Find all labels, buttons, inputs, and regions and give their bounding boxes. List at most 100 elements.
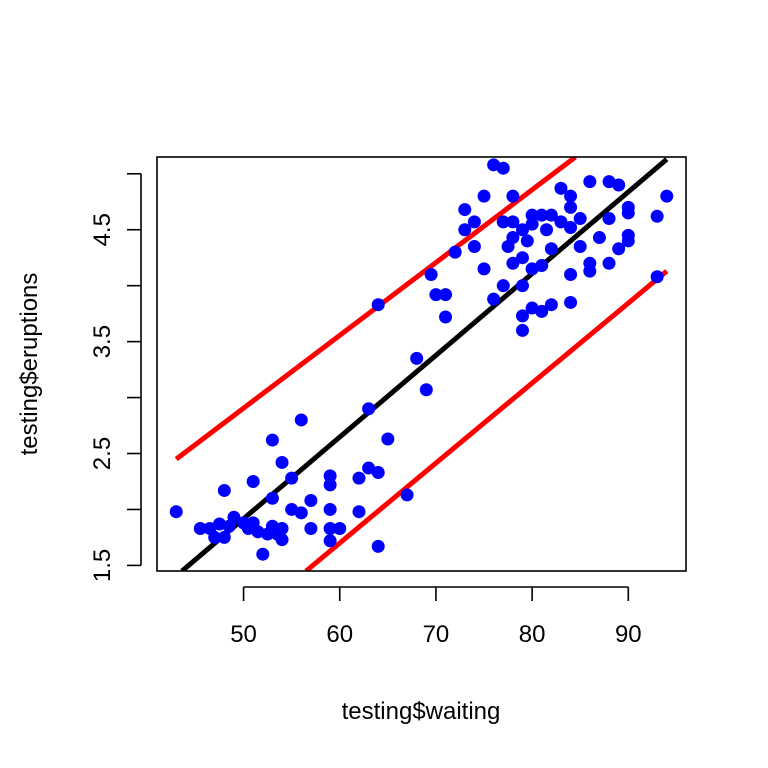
data-point bbox=[275, 533, 289, 547]
data-point bbox=[227, 510, 241, 524]
prediction-interval-lower-line bbox=[304, 269, 669, 571]
data-point bbox=[650, 209, 664, 223]
data-point bbox=[564, 267, 578, 281]
x-tick-label: 70 bbox=[423, 621, 450, 648]
data-point bbox=[169, 505, 183, 519]
data-point bbox=[477, 189, 491, 203]
data-point bbox=[323, 502, 337, 516]
data-point bbox=[515, 251, 529, 265]
data-point bbox=[362, 402, 376, 416]
y-tick-label: 2.5 bbox=[89, 437, 116, 470]
data-point bbox=[525, 208, 539, 222]
data-point bbox=[400, 488, 414, 502]
data-point bbox=[583, 264, 597, 278]
data-point bbox=[265, 491, 279, 505]
data-point bbox=[193, 521, 207, 535]
data-point bbox=[506, 256, 520, 270]
data-point bbox=[520, 234, 534, 248]
data-point bbox=[381, 432, 395, 446]
data-point bbox=[515, 279, 529, 293]
data-point bbox=[419, 383, 433, 397]
data-point bbox=[554, 181, 568, 195]
data-point bbox=[592, 231, 606, 245]
data-point bbox=[304, 521, 318, 535]
data-point bbox=[564, 189, 578, 203]
data-point bbox=[294, 506, 308, 520]
data-point bbox=[496, 215, 510, 229]
data-point bbox=[544, 208, 558, 222]
data-point bbox=[217, 530, 231, 544]
y-axis-label: testing$eruptions bbox=[16, 273, 43, 456]
data-point bbox=[429, 288, 443, 302]
data-point bbox=[564, 220, 578, 234]
data-point bbox=[448, 245, 462, 259]
data-point bbox=[323, 534, 337, 548]
data-point bbox=[660, 189, 674, 203]
y-axis: 1.5 2.5 3.5 4.5 bbox=[89, 172, 142, 582]
data-point bbox=[371, 466, 385, 480]
x-tick-label: 90 bbox=[615, 621, 642, 648]
data-point bbox=[352, 505, 366, 519]
data-point bbox=[371, 298, 385, 312]
data-point bbox=[621, 206, 635, 220]
data-point bbox=[515, 223, 529, 237]
data-point bbox=[506, 231, 520, 245]
data-point bbox=[602, 256, 616, 270]
data-point bbox=[410, 351, 424, 365]
data-point bbox=[256, 547, 270, 561]
y-tick-label: 3.5 bbox=[89, 325, 116, 358]
x-axis-label: testing$waiting bbox=[342, 698, 501, 725]
data-point bbox=[352, 471, 366, 485]
data-point bbox=[467, 215, 481, 229]
x-tick-label: 60 bbox=[326, 621, 353, 648]
data-point bbox=[275, 455, 289, 469]
data-point bbox=[323, 478, 337, 492]
data-point bbox=[294, 413, 308, 427]
data-point bbox=[496, 161, 510, 175]
data-point bbox=[554, 215, 568, 229]
data-point bbox=[525, 217, 539, 231]
data-point bbox=[540, 223, 554, 237]
data-point bbox=[573, 212, 587, 226]
data-point bbox=[439, 310, 453, 324]
data-point bbox=[535, 304, 549, 318]
data-point bbox=[621, 234, 635, 248]
data-point bbox=[564, 295, 578, 309]
x-tick-label: 80 bbox=[519, 621, 546, 648]
data-point bbox=[564, 200, 578, 214]
data-point bbox=[304, 494, 318, 508]
data-point bbox=[515, 309, 529, 323]
data-point bbox=[458, 203, 472, 217]
regression-line bbox=[180, 157, 669, 571]
x-tick-label: 50 bbox=[230, 621, 257, 648]
data-point bbox=[333, 521, 347, 535]
data-point bbox=[544, 298, 558, 312]
data-point bbox=[535, 259, 549, 273]
data-point bbox=[477, 262, 491, 276]
data-point bbox=[323, 469, 337, 483]
data-point bbox=[535, 208, 549, 222]
data-point bbox=[217, 483, 231, 497]
data-point bbox=[208, 530, 222, 544]
data-point bbox=[506, 189, 520, 203]
data-point bbox=[506, 215, 520, 229]
data-point bbox=[487, 292, 501, 306]
y-tick-label: 1.5 bbox=[89, 549, 116, 582]
data-point bbox=[371, 539, 385, 553]
data-point bbox=[285, 471, 299, 485]
data-point bbox=[246, 474, 260, 488]
data-point bbox=[573, 240, 587, 254]
data-point bbox=[275, 521, 289, 535]
y-tick-label: 4.5 bbox=[89, 213, 116, 246]
data-point bbox=[424, 267, 438, 281]
data-point bbox=[265, 433, 279, 447]
x-axis: 50 60 70 80 90 bbox=[230, 586, 642, 648]
data-point bbox=[612, 178, 626, 192]
data-point bbox=[650, 270, 664, 284]
data-point bbox=[496, 279, 510, 293]
data-point bbox=[602, 212, 616, 226]
plot-frame bbox=[156, 156, 687, 572]
data-point bbox=[583, 175, 597, 189]
